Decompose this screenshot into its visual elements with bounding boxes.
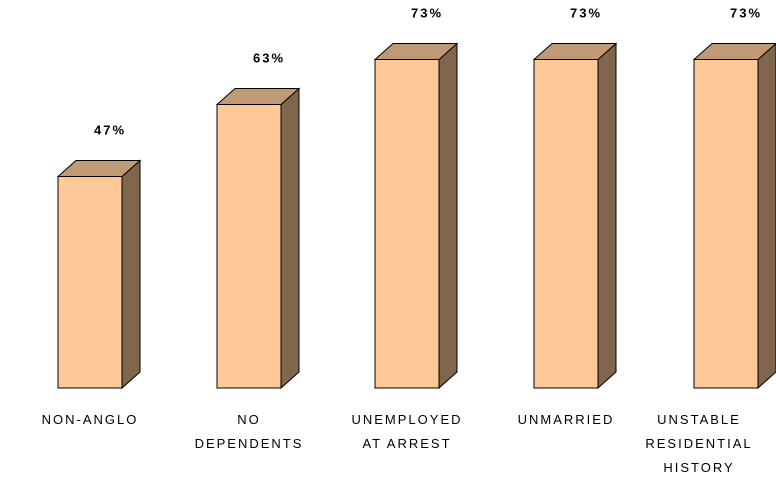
category-label-line: UNMARRIED [517, 412, 615, 427]
category-label-line: UNSTABLE [657, 412, 741, 427]
bar-side-face [597, 42, 617, 390]
category-label-line: UNEMPLOYED [351, 412, 463, 427]
value-label-0: 47% [94, 123, 126, 138]
bar-2 [373, 42, 459, 390]
category-label-4: UNSTABLE RESIDENTIAL HISTORY [624, 408, 774, 480]
value-label-1: 63% [253, 51, 285, 66]
bar-0 [56, 159, 142, 390]
value-label-2: 73% [411, 6, 443, 21]
bar-side-face [280, 87, 300, 390]
category-label-0: NON-ANGLO [15, 408, 165, 432]
bar-front-face [693, 59, 759, 389]
bar-front-face [216, 104, 282, 389]
bar-side-face [121, 159, 141, 390]
bar-side-face [757, 42, 776, 390]
bar-3 [532, 42, 618, 390]
bar-front-face [533, 59, 599, 389]
bar-1 [215, 87, 301, 390]
category-label-2: UNEMPLOYED AT ARREST [332, 408, 482, 456]
category-label-line: NON-ANGLO [41, 412, 139, 427]
value-label-3: 73% [570, 6, 602, 21]
category-label-line: AT ARREST [362, 436, 452, 451]
bar-4 [692, 42, 776, 390]
category-label-line: RESIDENTIAL [645, 436, 753, 451]
category-label-3: UNMARRIED [491, 408, 641, 432]
category-label-1: NO DEPENDENTS [174, 408, 324, 456]
category-label-line: DEPENDENTS [194, 436, 304, 451]
category-label-line: NO [237, 412, 261, 427]
category-label-line: HISTORY [663, 460, 735, 475]
bar-side-face [438, 42, 458, 390]
bar-front-face [374, 59, 440, 389]
bar-front-face [57, 176, 123, 389]
value-label-4: 73% [730, 6, 762, 21]
